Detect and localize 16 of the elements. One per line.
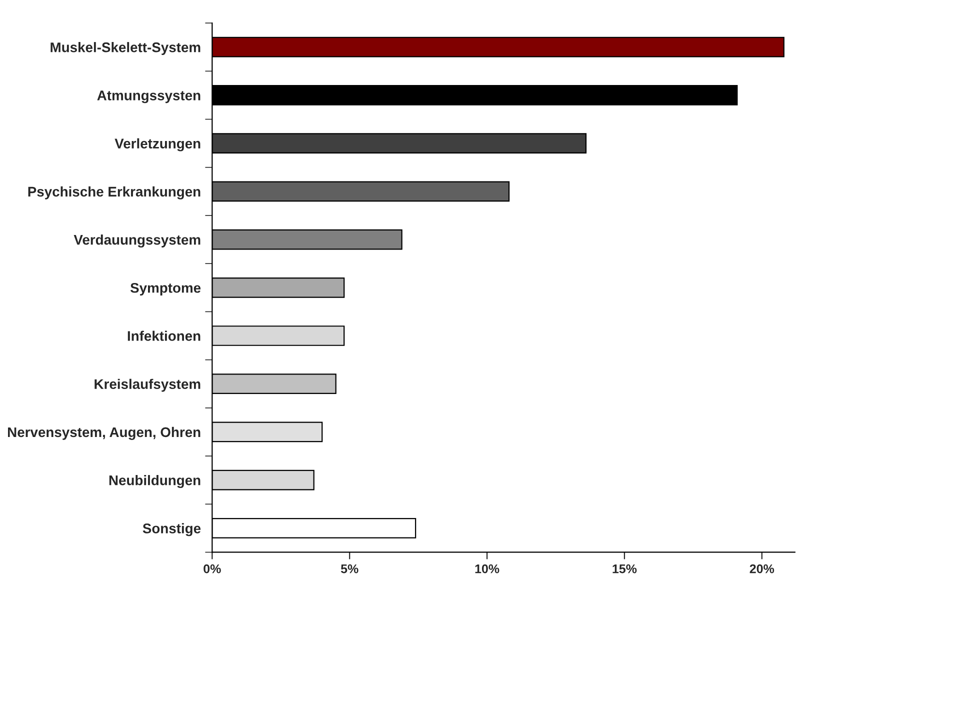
y-tick-label: Sonstige — [142, 523, 201, 536]
y-tick-label: Verletzungen — [114, 138, 200, 152]
x-tick-label: 20% — [750, 564, 774, 574]
y-tick-label: Infektionen — [128, 330, 200, 341]
x-tick-label: 10% — [475, 564, 500, 574]
y-tick-label: Neubildungen — [109, 475, 200, 488]
y-tick-label: Psychische Erkrankungen — [28, 186, 200, 200]
y-tick-label: Kreislaufsystem — [94, 378, 200, 392]
x-tick-label: 0% — [204, 564, 221, 574]
y-tick-label: Verdauungssystem — [74, 234, 200, 248]
x-tick-label: 5% — [340, 564, 358, 574]
y-tick-label: Nervensystem, Augen, Ohren — [8, 426, 200, 440]
y-tick-label: Symptome — [130, 282, 201, 296]
y-tick-label: Atmungssysten — [97, 90, 200, 104]
x-tick-label: 15% — [612, 564, 637, 574]
y-tick-label: Muskel-Skelett-System — [50, 42, 200, 56]
